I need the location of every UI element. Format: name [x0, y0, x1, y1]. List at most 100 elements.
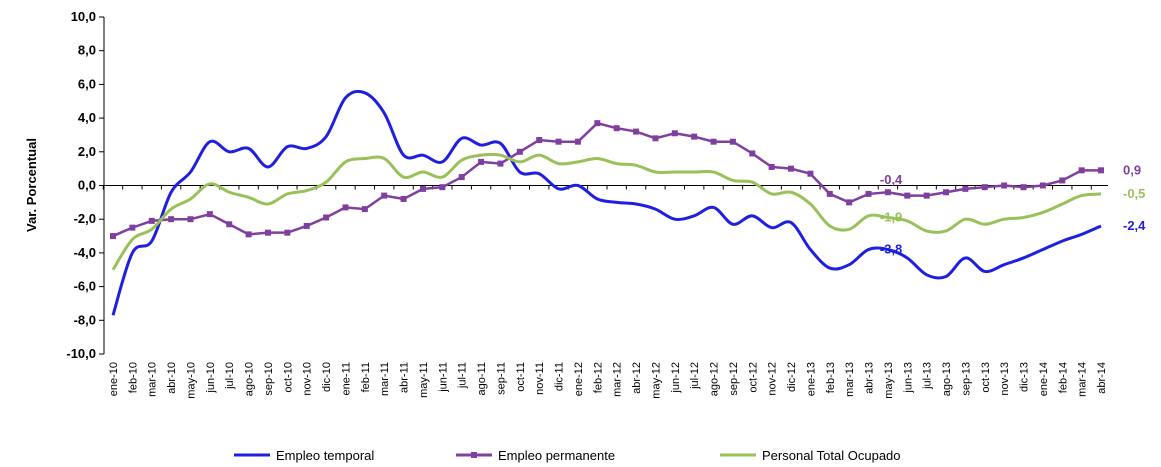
marker [943, 189, 950, 196]
marker [148, 217, 155, 224]
marker [1098, 167, 1104, 174]
y-tick-label: -6,0 [74, 279, 96, 294]
x-tick-label: feb-12 [592, 362, 604, 393]
x-tick-label: jul-13 [922, 362, 934, 390]
y-tick-label: -10,0 [66, 346, 96, 361]
y-tick-label: -4,0 [74, 245, 96, 260]
y-tick-label: 10,0 [71, 9, 96, 24]
x-tick-label: jul-11 [457, 362, 469, 389]
x-tick-label: ago-11 [476, 362, 488, 395]
marker [400, 195, 407, 202]
marker [187, 216, 194, 223]
x-tick-label: sep-11 [495, 362, 507, 395]
x-tick-label: ene-10 [108, 362, 120, 396]
x-tick-label: mar-12 [612, 362, 624, 397]
marker [865, 190, 872, 197]
x-tick-label: feb-11 [360, 362, 372, 392]
marker [1078, 167, 1085, 174]
marker [768, 163, 775, 170]
x-tick-label: nov-13 [999, 362, 1011, 396]
marker [729, 138, 736, 145]
marker [284, 229, 291, 236]
x-tick-label: nov-10 [302, 362, 314, 396]
value-label: -0,4 [880, 172, 903, 187]
x-tick-label: may-11 [418, 362, 430, 398]
marker [884, 189, 891, 196]
marker [497, 160, 504, 167]
x-tick-label: feb-14 [1057, 362, 1069, 393]
series-line [111, 89, 1102, 316]
x-tick-label: abr-12 [631, 362, 643, 394]
x-tick-label: feb-13 [825, 362, 837, 393]
y-tick-label: 0,0 [78, 178, 96, 193]
series-line [111, 152, 1102, 271]
legend-marker [471, 452, 477, 458]
x-tick-label: dic-12 [786, 362, 798, 392]
marker [381, 192, 388, 199]
x-tick-label: dic-13 [1019, 362, 1031, 392]
value-label: -2,4 [1123, 218, 1146, 233]
value-label: -3,8 [880, 242, 902, 257]
x-tick-label: oct-10 [282, 362, 294, 393]
x-tick-label: sep-10 [263, 362, 275, 396]
x-tick-label: dic-11 [554, 362, 566, 391]
marker [613, 125, 620, 132]
marker [342, 204, 349, 211]
x-tick-label: jun-10 [205, 362, 217, 394]
x-tick-label: nov-11 [534, 362, 546, 395]
marker [206, 211, 213, 218]
legend-label: Empleo permanente [498, 448, 615, 463]
x-tick-label: nov-12 [767, 362, 779, 396]
marker [846, 199, 853, 206]
marker [419, 185, 426, 192]
x-tick-label: may-13 [883, 362, 895, 399]
x-tick-label: oct-12 [747, 362, 759, 393]
marker [110, 233, 116, 240]
marker [478, 158, 485, 165]
marker [633, 128, 640, 135]
x-tick-label: ene-12 [573, 362, 585, 396]
marker [691, 133, 698, 140]
marker [536, 137, 543, 144]
x-tick-label: sep-13 [960, 362, 972, 396]
marker [168, 216, 175, 223]
marker [264, 229, 271, 236]
marker [923, 192, 930, 199]
x-tick-label: abr-11 [399, 362, 411, 393]
x-tick-label: ene-13 [805, 362, 817, 396]
y-axis-label: Var. Porcentual [24, 138, 39, 232]
y-tick-label: 2,0 [78, 144, 96, 159]
x-tick-label: jun-12 [670, 362, 682, 394]
series-line [112, 121, 1101, 238]
value-label: 0,9 [1123, 162, 1141, 177]
x-tick-label: ene-11 [340, 362, 352, 395]
y-tick-label: 6,0 [78, 76, 96, 91]
x-tick-label: jul-10 [224, 362, 236, 390]
x-tick-label: mar-14 [1077, 362, 1089, 397]
marker [1059, 177, 1066, 184]
legend-label: Empleo temporal [276, 448, 374, 463]
x-tick-label: abr-10 [166, 362, 178, 394]
marker [323, 214, 330, 221]
marker [458, 174, 465, 181]
x-tick-label: may-12 [650, 362, 662, 399]
x-tick-label: feb-10 [127, 362, 139, 393]
x-tick-label: jun-11 [437, 362, 449, 393]
x-tick-label: dic-10 [321, 362, 333, 392]
marker [652, 135, 659, 142]
marker [129, 224, 136, 231]
y-tick-label: 8,0 [78, 43, 96, 58]
marker [226, 221, 233, 228]
x-tick-label: ago-12 [709, 362, 721, 396]
x-tick-label: ene-14 [1038, 362, 1050, 396]
x-tick-label: mar-11 [379, 362, 391, 396]
marker [749, 150, 756, 157]
marker [516, 148, 523, 155]
marker [904, 192, 911, 199]
marker [245, 231, 252, 238]
marker [826, 190, 833, 197]
x-tick-label: abr-14 [1096, 362, 1108, 394]
marker [361, 206, 368, 213]
x-tick-label: mar-13 [844, 362, 856, 397]
